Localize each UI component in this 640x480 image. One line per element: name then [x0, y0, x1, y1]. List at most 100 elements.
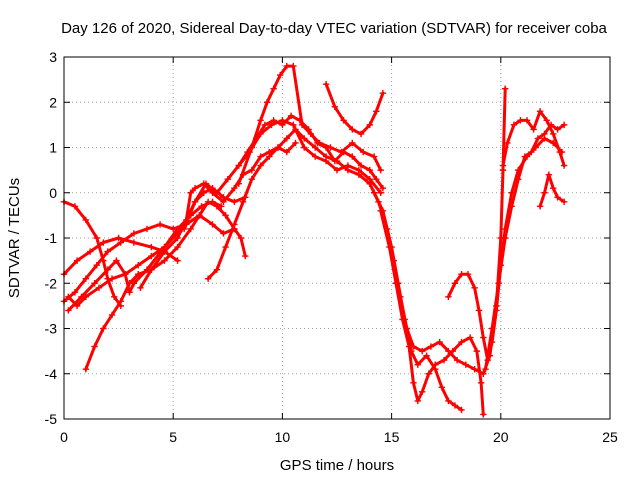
- data-point: [331, 103, 339, 110]
- data-point: [187, 225, 194, 233]
- data-point: [438, 384, 446, 391]
- data-point: [467, 334, 474, 341]
- data-point: [65, 307, 72, 314]
- data-point: [541, 189, 548, 196]
- data-point: [405, 343, 413, 350]
- data-point: [311, 144, 319, 151]
- data-point: [91, 280, 98, 287]
- x-tick-label: 10: [275, 429, 291, 445]
- data-point: [174, 257, 181, 264]
- data-point: [534, 135, 542, 142]
- data-point: [471, 284, 478, 291]
- y-tick-label: -4: [45, 366, 58, 382]
- data-point: [301, 135, 308, 142]
- series-6: [82, 198, 249, 373]
- data-point: [100, 239, 107, 246]
- data-point: [425, 370, 432, 377]
- x-tick-label: 15: [384, 429, 400, 445]
- series-17: [482, 121, 568, 373]
- data-point: [357, 162, 365, 169]
- data-point: [93, 234, 100, 242]
- data-point: [161, 257, 168, 264]
- data-point: [196, 212, 203, 219]
- data-point: [135, 261, 142, 269]
- data-point: [220, 230, 227, 237]
- data-point: [349, 139, 356, 147]
- data-point: [366, 166, 373, 174]
- data-point: [530, 126, 537, 133]
- data-point: [108, 275, 116, 282]
- data-point: [458, 271, 465, 278]
- series-trace: [501, 109, 566, 168]
- data-point: [554, 194, 561, 201]
- data-point: [78, 293, 85, 301]
- x-tick-labels: 0 5 10 15 20 25: [60, 429, 618, 445]
- data-point: [126, 280, 133, 287]
- data-point: [290, 62, 297, 70]
- chart-title: Day 126 of 2020, Sidereal Day-to-day VTE…: [61, 20, 607, 37]
- data-point: [370, 153, 378, 160]
- data-point: [287, 112, 295, 120]
- data-point: [560, 198, 568, 205]
- data-point: [95, 284, 103, 291]
- data-point: [508, 203, 515, 210]
- data-point: [283, 135, 290, 142]
- data-point: [366, 180, 373, 187]
- data-point: [432, 361, 439, 368]
- data-point: [82, 366, 90, 373]
- data-point: [135, 271, 142, 278]
- series-trace: [538, 173, 566, 208]
- data-point: [148, 243, 155, 251]
- data-point: [458, 338, 465, 346]
- data-point: [377, 207, 384, 215]
- data-point: [344, 166, 352, 174]
- data-point: [263, 99, 271, 106]
- data-point: [517, 117, 524, 124]
- data-point: [71, 289, 79, 296]
- data-point: [536, 203, 544, 210]
- series-trace: [66, 200, 223, 308]
- data-point: [65, 293, 72, 301]
- series-trace: [446, 136, 564, 362]
- series-trace: [206, 127, 372, 281]
- data-point: [451, 402, 459, 409]
- data-point: [322, 153, 330, 160]
- data-point: [148, 252, 155, 260]
- data-point: [373, 108, 380, 115]
- data-point: [333, 166, 341, 174]
- data-point: [231, 221, 238, 228]
- data-point: [235, 180, 242, 187]
- data-point: [436, 338, 443, 346]
- data-point: [550, 130, 557, 138]
- data-point: [130, 239, 138, 246]
- series-trace: [84, 200, 247, 371]
- data-point: [338, 148, 345, 156]
- data-point: [204, 275, 212, 282]
- y-tick-label: 3: [49, 49, 57, 65]
- data-point: [73, 302, 81, 310]
- series-trace: [138, 141, 297, 290]
- y-tick-label: -2: [45, 275, 58, 291]
- data-point: [126, 289, 133, 296]
- data-point: [554, 126, 561, 133]
- data-point: [379, 185, 387, 192]
- data-point: [204, 198, 212, 205]
- data-point: [220, 198, 227, 205]
- data-point: [464, 271, 472, 278]
- data-point: [231, 198, 238, 205]
- data-point: [148, 266, 155, 273]
- data-point: [355, 171, 363, 178]
- data-point: [541, 130, 548, 138]
- data-point: [399, 316, 406, 323]
- data-point: [242, 252, 249, 260]
- data-point: [301, 144, 308, 151]
- data-point: [379, 90, 387, 97]
- data-point: [248, 166, 256, 174]
- data-point: [536, 108, 544, 115]
- data-point: [222, 212, 229, 219]
- data-point: [377, 166, 384, 174]
- data-point: [257, 153, 264, 160]
- data-point: [449, 347, 456, 355]
- data-point: [418, 347, 426, 355]
